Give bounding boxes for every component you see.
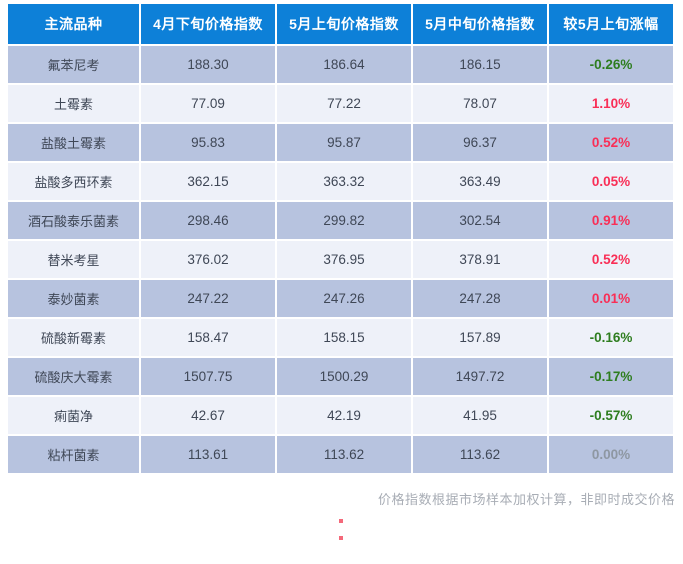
variety-name-cell: 替米考星 bbox=[8, 241, 139, 278]
price-index-cell: 1500.29 bbox=[277, 358, 411, 395]
price-index-cell: 113.62 bbox=[413, 436, 547, 473]
price-index-cell: 77.09 bbox=[141, 85, 275, 122]
price-index-cell: 1507.75 bbox=[141, 358, 275, 395]
variety-name-cell: 痢菌净 bbox=[8, 397, 139, 434]
price-index-cell: 363.32 bbox=[277, 163, 411, 200]
variety-name-cell: 土霉素 bbox=[8, 85, 139, 122]
price-index-table: 主流品种 4月下旬价格指数 5月上旬价格指数 5月中旬价格指数 较5月上旬涨幅 … bbox=[6, 2, 675, 475]
change-percent-cell: 0.52% bbox=[549, 241, 673, 278]
price-index-cell: 247.22 bbox=[141, 280, 275, 317]
table-row: 硫酸新霉素 158.47 158.15 157.89 -0.16% bbox=[8, 319, 673, 356]
change-percent-cell: -0.16% bbox=[549, 319, 673, 356]
price-index-cell: 376.95 bbox=[277, 241, 411, 278]
change-percent-cell: 0.91% bbox=[549, 202, 673, 239]
variety-name-cell: 硫酸新霉素 bbox=[8, 319, 139, 356]
table-row: 盐酸土霉素 95.83 95.87 96.37 0.52% bbox=[8, 124, 673, 161]
table-row: 粘杆菌素 113.61 113.62 113.62 0.00% bbox=[8, 436, 673, 473]
price-index-cell: 158.15 bbox=[277, 319, 411, 356]
variety-name-cell: 粘杆菌素 bbox=[8, 436, 139, 473]
price-index-cell: 158.47 bbox=[141, 319, 275, 356]
price-index-cell: 41.95 bbox=[413, 397, 547, 434]
price-index-cell: 113.61 bbox=[141, 436, 275, 473]
price-index-cell: 95.87 bbox=[277, 124, 411, 161]
red-dot-marker-1 bbox=[339, 519, 343, 523]
table-row: 泰妙菌素 247.22 247.26 247.28 0.01% bbox=[8, 280, 673, 317]
price-index-cell: 302.54 bbox=[413, 202, 547, 239]
change-percent-cell: 0.05% bbox=[549, 163, 673, 200]
col-header-late-april: 4月下旬价格指数 bbox=[141, 4, 275, 44]
price-index-cell: 157.89 bbox=[413, 319, 547, 356]
col-header-change: 较5月上旬涨幅 bbox=[549, 4, 673, 44]
table-row: 酒石酸泰乐菌素 298.46 299.82 302.54 0.91% bbox=[8, 202, 673, 239]
price-index-cell: 376.02 bbox=[141, 241, 275, 278]
price-index-cell: 1497.72 bbox=[413, 358, 547, 395]
price-index-cell: 77.22 bbox=[277, 85, 411, 122]
table-row: 硫酸庆大霉素 1507.75 1500.29 1497.72 -0.17% bbox=[8, 358, 673, 395]
red-dot-marker-2 bbox=[339, 536, 343, 540]
variety-name-cell: 硫酸庆大霉素 bbox=[8, 358, 139, 395]
price-index-cell: 247.26 bbox=[277, 280, 411, 317]
table-row: 痢菌净 42.67 42.19 41.95 -0.57% bbox=[8, 397, 673, 434]
variety-name-cell: 盐酸土霉素 bbox=[8, 124, 139, 161]
change-percent-cell: 0.52% bbox=[549, 124, 673, 161]
price-index-cell: 95.83 bbox=[141, 124, 275, 161]
footnote: 价格指数根据市场样本加权计算，非即时成交价格 bbox=[377, 492, 675, 507]
price-index-cell: 96.37 bbox=[413, 124, 547, 161]
table-row: 土霉素 77.09 77.22 78.07 1.10% bbox=[8, 85, 673, 122]
price-index-cell: 42.67 bbox=[141, 397, 275, 434]
col-header-variety: 主流品种 bbox=[8, 4, 139, 44]
change-percent-cell: -0.26% bbox=[549, 46, 673, 83]
table-row: 盐酸多西环素 362.15 363.32 363.49 0.05% bbox=[8, 163, 673, 200]
price-index-cell: 298.46 bbox=[141, 202, 275, 239]
change-percent-cell: -0.17% bbox=[549, 358, 673, 395]
price-index-cell: 378.91 bbox=[413, 241, 547, 278]
col-header-early-may: 5月上旬价格指数 bbox=[277, 4, 411, 44]
variety-name-cell: 泰妙菌素 bbox=[8, 280, 139, 317]
price-index-cell: 362.15 bbox=[141, 163, 275, 200]
price-index-cell: 299.82 bbox=[277, 202, 411, 239]
price-index-cell: 42.19 bbox=[277, 397, 411, 434]
variety-name-cell: 盐酸多西环素 bbox=[8, 163, 139, 200]
price-index-cell: 188.30 bbox=[141, 46, 275, 83]
header-row: 主流品种 4月下旬价格指数 5月上旬价格指数 5月中旬价格指数 较5月上旬涨幅 bbox=[8, 4, 673, 44]
table-body: 氟苯尼考 188.30 186.64 186.15 -0.26% 土霉素 77.09 77.2… bbox=[8, 46, 673, 473]
change-percent-cell: 0.01% bbox=[549, 280, 673, 317]
change-percent-cell: 0.00% bbox=[549, 436, 673, 473]
price-index-cell: 186.64 bbox=[277, 46, 411, 83]
price-index-cell: 247.28 bbox=[413, 280, 547, 317]
change-percent-cell: 1.10% bbox=[549, 85, 673, 122]
table-row: 氟苯尼考 188.30 186.64 186.15 -0.26% bbox=[8, 46, 673, 83]
col-header-mid-may: 5月中旬价格指数 bbox=[413, 4, 547, 44]
variety-name-cell: 氟苯尼考 bbox=[8, 46, 139, 83]
price-index-cell: 363.49 bbox=[413, 163, 547, 200]
price-index-cell: 78.07 bbox=[413, 85, 547, 122]
change-percent-cell: -0.57% bbox=[549, 397, 673, 434]
variety-name-cell: 酒石酸泰乐菌素 bbox=[8, 202, 139, 239]
price-index-cell: 113.62 bbox=[277, 436, 411, 473]
table-row: 替米考星 376.02 376.95 378.91 0.52% bbox=[8, 241, 673, 278]
price-index-cell: 186.15 bbox=[413, 46, 547, 83]
